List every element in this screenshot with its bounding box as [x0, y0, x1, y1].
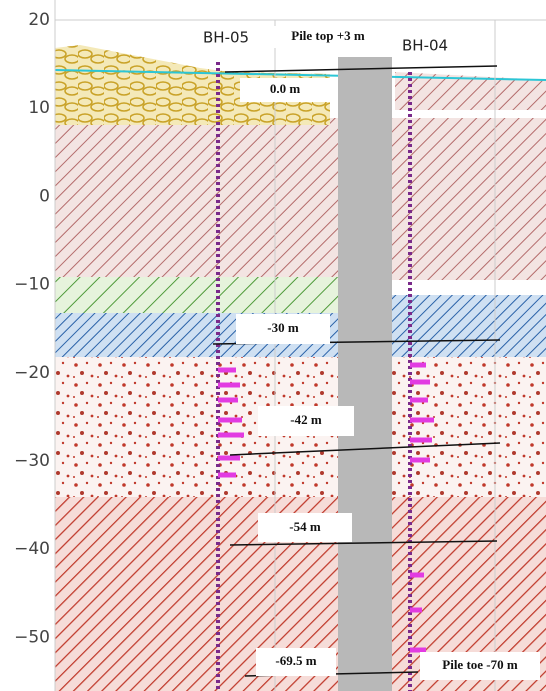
cross-section: 20 10 0 −10 −20 −30 −40 −50 BH-05 BH-04 Pile to…	[0, 0, 546, 691]
annotation: 0.0 m	[270, 81, 301, 96]
pile	[338, 57, 392, 691]
tick-label: 20	[28, 10, 50, 30]
tick-label: −20	[14, 363, 50, 383]
elevation-axis: 20 10 0 −10 −20 −30 −40 −50	[14, 10, 50, 647]
annotation: -42 m	[290, 412, 322, 427]
tick-label: 0	[39, 186, 50, 206]
annotation: -54 m	[289, 519, 321, 534]
annotation: -69.5 m	[275, 653, 316, 668]
tick-label: −50	[14, 627, 50, 647]
annotation: -30 m	[267, 320, 299, 335]
tick-label: −30	[14, 451, 50, 471]
borehole-label: BH-05	[203, 29, 249, 47]
soil-layers	[55, 45, 546, 691]
tick-label: −10	[14, 275, 50, 295]
borehole-label: BH-04	[402, 37, 448, 55]
annotation: Pile top +3 m	[291, 28, 365, 43]
annotation: Pile toe -70 m	[442, 657, 518, 672]
tick-label: 10	[28, 98, 50, 118]
tick-label: −40	[14, 539, 50, 559]
